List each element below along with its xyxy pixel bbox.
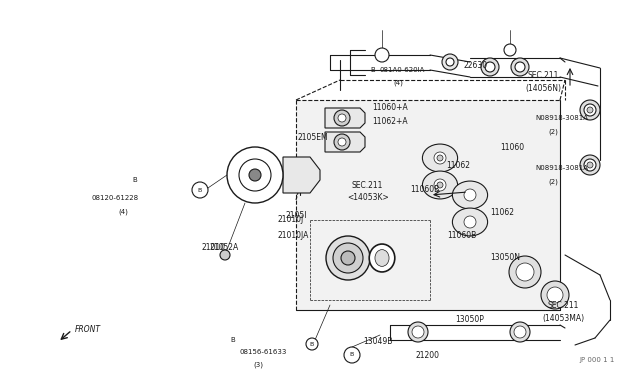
Ellipse shape [452,208,488,236]
Text: 08120-61228: 08120-61228 [92,195,139,201]
Ellipse shape [580,155,600,175]
Text: (4): (4) [393,80,403,86]
Text: 11060B: 11060B [447,231,476,240]
Ellipse shape [485,62,495,72]
Text: SEC.211: SEC.211 [352,180,383,189]
Text: 11060B: 11060B [410,186,439,195]
Text: B: B [371,67,376,73]
Ellipse shape [587,162,593,168]
Text: 11062: 11062 [490,208,514,217]
Ellipse shape [338,114,346,122]
Ellipse shape [375,250,389,266]
Ellipse shape [422,171,458,199]
Ellipse shape [452,181,488,209]
Ellipse shape [333,243,363,273]
Text: 21010J: 21010J [278,215,304,224]
Text: 11060+A: 11060+A [372,103,408,112]
Ellipse shape [541,281,569,309]
Text: SEC.211: SEC.211 [548,301,579,310]
Ellipse shape [446,58,454,66]
Text: 13049B: 13049B [363,337,392,346]
Text: 11062+A: 11062+A [372,118,408,126]
Ellipse shape [344,347,360,363]
Ellipse shape [408,322,428,342]
Ellipse shape [422,144,458,172]
Ellipse shape [192,182,208,198]
Text: (2): (2) [548,129,558,135]
Ellipse shape [369,244,395,272]
Text: (2): (2) [548,179,558,185]
Ellipse shape [584,104,596,116]
Ellipse shape [504,44,516,56]
Polygon shape [283,157,320,193]
Ellipse shape [509,256,541,288]
Ellipse shape [434,179,446,191]
Polygon shape [325,132,365,152]
Text: 08156-61633: 08156-61633 [240,349,287,355]
Ellipse shape [239,159,271,191]
Ellipse shape [510,322,530,342]
Ellipse shape [587,107,593,113]
Text: (3): (3) [253,362,263,368]
Ellipse shape [437,182,443,188]
Text: 2105EM: 2105EM [298,134,328,142]
Text: 21200: 21200 [415,350,439,359]
Text: (4): (4) [118,209,128,215]
Text: 11062: 11062 [446,160,470,170]
Ellipse shape [334,110,350,126]
Text: 21010: 21010 [202,244,226,253]
Text: B: B [230,337,236,343]
Ellipse shape [580,100,600,120]
Text: 13050N: 13050N [490,253,520,263]
Ellipse shape [442,54,458,70]
Text: B: B [198,187,202,192]
Text: 2105I: 2105I [285,211,307,219]
Text: 081A0-620IA: 081A0-620IA [380,67,426,73]
Ellipse shape [306,338,318,350]
Ellipse shape [511,58,529,76]
Ellipse shape [464,189,476,201]
Polygon shape [296,100,560,310]
Ellipse shape [515,62,525,72]
Polygon shape [325,108,365,128]
Text: <14053K>: <14053K> [347,193,388,202]
Text: 13050P: 13050P [455,315,484,324]
Ellipse shape [334,134,350,150]
Text: 11060: 11060 [500,144,524,153]
Text: FRONT: FRONT [75,326,101,334]
Ellipse shape [227,147,283,203]
Ellipse shape [434,152,446,164]
Ellipse shape [326,236,370,280]
Text: B: B [132,177,138,183]
Ellipse shape [412,326,424,338]
Ellipse shape [516,263,534,281]
Text: B: B [350,353,354,357]
Text: B: B [310,341,314,346]
Text: N08918-3081A: N08918-3081A [535,115,588,121]
Ellipse shape [584,159,596,171]
Ellipse shape [375,48,389,62]
Text: (14053MA): (14053MA) [542,314,584,323]
Ellipse shape [341,251,355,265]
Ellipse shape [464,216,476,228]
Ellipse shape [547,287,563,303]
Ellipse shape [220,250,230,260]
Ellipse shape [514,326,526,338]
Ellipse shape [481,58,499,76]
Ellipse shape [249,169,261,181]
Text: JP 000 1 1: JP 000 1 1 [580,357,615,363]
Text: 21052A: 21052A [210,244,239,253]
Ellipse shape [437,155,443,161]
Text: 22630: 22630 [463,61,487,70]
Text: (14056N): (14056N) [525,83,561,93]
Ellipse shape [338,138,346,146]
Text: SEC.211: SEC.211 [528,71,559,80]
Text: N08918-3081A: N08918-3081A [535,165,588,171]
Text: 21010JA: 21010JA [278,231,309,240]
